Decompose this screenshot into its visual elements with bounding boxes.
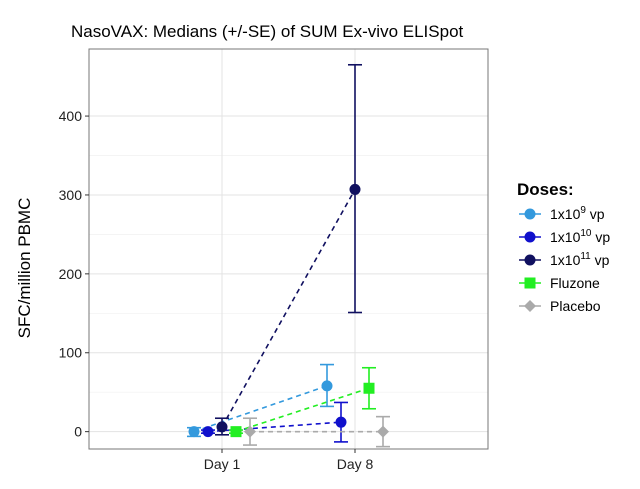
- y-tick-label: 400: [59, 108, 83, 124]
- legend-item: 1x109 vp: [519, 205, 605, 222]
- legend-key-marker: [524, 231, 536, 243]
- legend-key-marker: [524, 277, 536, 289]
- x-tick-label: Day 1: [204, 456, 241, 472]
- data-point: [377, 425, 389, 438]
- data-point: [202, 426, 214, 438]
- data-point: [363, 382, 375, 394]
- series: [243, 415, 390, 448]
- legend-item: Placebo: [519, 298, 601, 314]
- y-tick-label: 300: [59, 187, 83, 203]
- data-point: [321, 380, 333, 392]
- legend-key-marker: [524, 254, 536, 266]
- series-line: [193, 385, 328, 433]
- y-axis-title: SFC/million PBMC: [15, 198, 34, 339]
- data-point: [188, 426, 200, 438]
- legend: Doses: 1x109 vp 1x1010 vp 1x1011 vp Fluzone…: [517, 180, 610, 314]
- legend-key-marker: [524, 300, 536, 312]
- plot-area: 0 100 200 300 400 Day 1 Day 8: [59, 48, 489, 472]
- series: [187, 363, 334, 438]
- y-tick-label: 200: [59, 266, 83, 282]
- data-point: [349, 183, 361, 195]
- legend-label: Placebo: [550, 298, 601, 314]
- data-point: [335, 416, 347, 428]
- series-line: [221, 189, 356, 428]
- series: [215, 63, 362, 436]
- plot-background: [89, 49, 488, 449]
- y-tick-label: 100: [59, 345, 83, 361]
- legend-title: Doses:: [517, 180, 574, 199]
- legend-label: 1x1011 vp: [550, 251, 610, 268]
- legend-item: 1x1010 vp: [519, 228, 610, 245]
- series: [229, 366, 376, 438]
- legend-label: Fluzone: [550, 275, 600, 291]
- legend-item: 1x1011 vp: [519, 251, 610, 268]
- legend-label: 1x109 vp: [550, 205, 605, 222]
- y-tick-label: 0: [74, 424, 82, 440]
- data-point: [216, 421, 228, 433]
- legend-label: 1x1010 vp: [550, 228, 610, 245]
- data-point: [244, 425, 256, 438]
- legend-item: Fluzone: [519, 275, 600, 291]
- legend-key-marker: [524, 208, 536, 220]
- data-point: [230, 426, 242, 438]
- chart-title: NasoVAX: Medians (+/-SE) of SUM Ex-vivo …: [71, 22, 464, 41]
- plot-border: [88, 48, 489, 450]
- x-tick-label: Day 8: [337, 456, 374, 472]
